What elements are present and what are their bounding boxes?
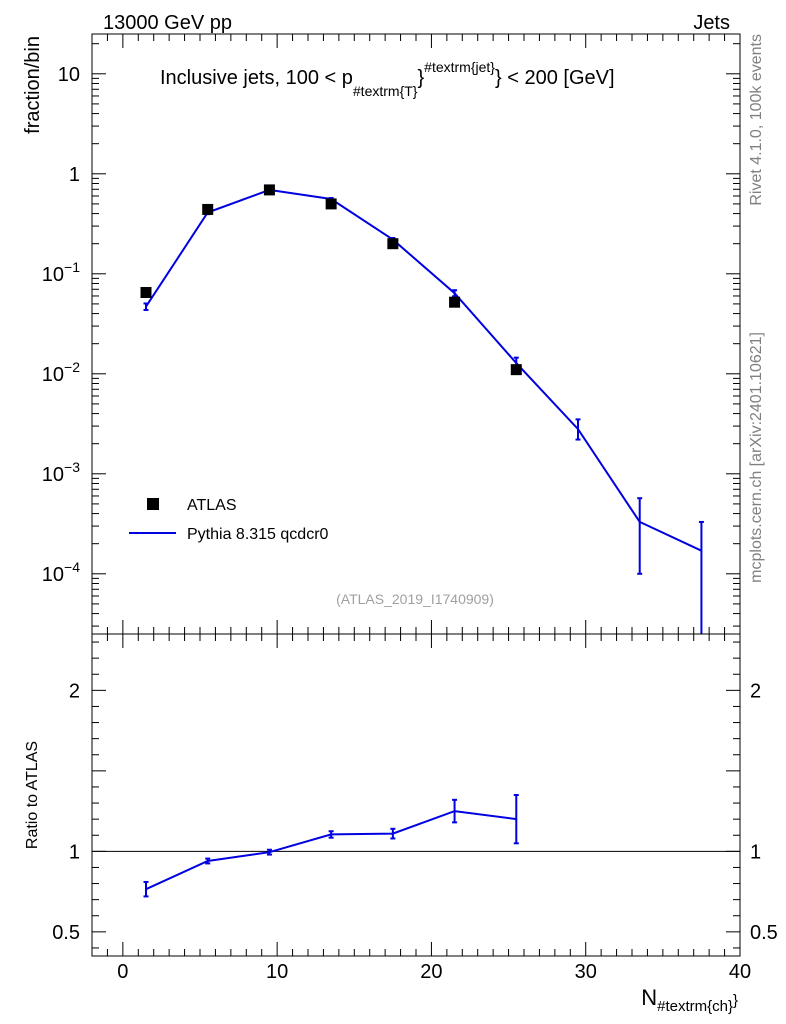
- x-axis-label-brace: }: [733, 992, 738, 1009]
- ratio-plot-ticks: [91, 634, 741, 956]
- main-plot-frame: [91, 33, 741, 635]
- atlas-data-point: [140, 287, 152, 299]
- ratio-plot-y-tick-labels: 2 2 1 1 0.5 0.5: [52, 680, 778, 944]
- ratio-y-tick-label-right: 0.5: [750, 922, 778, 944]
- analysis-watermark: (ATLAS_2019_I1740909): [336, 591, 494, 607]
- ratio-y-tick-label: 1: [69, 841, 80, 863]
- main-y-tick-label: 10−4: [42, 559, 80, 586]
- ratio-y-tick-label: 0.5: [52, 922, 80, 944]
- title-subscript: #textrm{T}: [353, 83, 418, 99]
- legend-atlas-marker: [147, 498, 159, 510]
- header-right: Jets: [693, 12, 730, 34]
- main-plot-ticks: [91, 34, 741, 634]
- atlas-data-point: [202, 203, 214, 215]
- main-y-axis-label: fraction/bin: [22, 36, 44, 134]
- ratio-plot-frame: [91, 633, 741, 957]
- main-plot-title: Inclusive jets, 100 < p#textrm{T}}#textr…: [160, 59, 615, 99]
- ratio-y-tick-label-right: 2: [750, 680, 761, 702]
- x-tick-label: 10: [266, 961, 288, 983]
- rivet-label: Rivet 4.1.0, 100k events: [748, 34, 765, 206]
- ratio-plot-panel: 2 2 1 1 0.5 0.5 0 10 20 30 40 Ratio to ATLAS N#te…: [24, 633, 778, 1015]
- main-y-tick-label: 10−3: [42, 459, 80, 486]
- ratio-plot-marks: [92, 794, 740, 898]
- x-tick-label: 20: [420, 961, 442, 983]
- legend: ATLAS Pythia 8.315 qcdcr0: [129, 497, 329, 543]
- atlas-data-point: [387, 238, 399, 250]
- mcplots-label: mcplots.cern.ch [arXiv:2401.10621]: [748, 332, 765, 583]
- x-axis-label: N#textrm{ch}}: [641, 985, 738, 1015]
- main-y-tick-label: 10−1: [42, 259, 80, 286]
- x-tick-label: 40: [729, 961, 751, 983]
- atlas-data-point: [325, 198, 337, 210]
- x-axis-label-subscript: #textrm{ch}: [657, 998, 733, 1015]
- ratio-line: [145, 810, 517, 891]
- legend-pythia-label: Pythia 8.315 qcdcr0: [187, 526, 329, 543]
- header-left: 13000 GeV pp: [103, 12, 232, 34]
- main-plot-y-tick-labels: 10 1 10−1 10−2 10−3 10−4: [42, 64, 80, 586]
- main-plot-panel: 10 1 10−1 10−2 10−3 10−4 fraction/bin Inclusi…: [22, 33, 741, 635]
- main-y-tick-label: 1: [69, 164, 80, 186]
- x-axis-label-main: N: [641, 985, 657, 1010]
- main-y-tick-label: 10−2: [42, 359, 80, 386]
- atlas-data-point: [449, 296, 461, 308]
- ratio-y-tick-label: 2: [69, 680, 80, 702]
- title-superscript: #textrm{jet}: [424, 59, 495, 75]
- ratio-y-tick-label-right: 1: [750, 841, 761, 863]
- title-main: Inclusive jets, 100 < p: [160, 67, 353, 89]
- main-plot-marks: [140, 184, 704, 634]
- ratio-y-axis-label: Ratio to ATLAS: [24, 741, 41, 849]
- legend-atlas-label: ATLAS: [187, 497, 237, 514]
- pythia-line: [145, 188, 702, 552]
- x-tick-labels: 0 10 20 30 40: [117, 961, 751, 983]
- atlas-data-point: [510, 364, 522, 376]
- x-tick-label: 0: [117, 961, 128, 983]
- title-tail: } < 200 [GeV]: [495, 67, 615, 89]
- main-y-tick-label: 10: [58, 64, 80, 86]
- atlas-data-point: [263, 184, 275, 196]
- x-tick-label: 30: [575, 961, 597, 983]
- title-brace: }: [417, 67, 424, 89]
